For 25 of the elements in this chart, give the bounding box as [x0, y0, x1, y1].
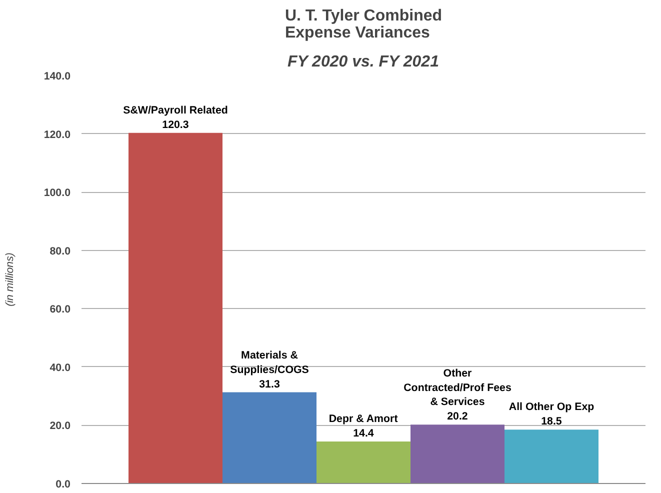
bar [222, 392, 316, 484]
bar [128, 132, 222, 484]
data-label: 14.4 [353, 428, 374, 440]
bar [504, 430, 598, 484]
data-label: 18.5 [541, 416, 562, 428]
x-tick-label: All Other Op Exp [508, 401, 595, 414]
y-axis-title: (in millions) [4, 252, 16, 306]
x-tick-label: S&W/Payroll Related [123, 104, 228, 117]
y-tick-label: 20.0 [50, 420, 71, 432]
data-label: 120.3 [162, 118, 189, 131]
y-tick-label: 80.0 [50, 245, 71, 258]
y-tick-label: 0.0 [56, 478, 71, 490]
y-tick-label: 120.0 [44, 128, 71, 141]
chart-title: U. T. Tyler Combined Expense Variances [284, 8, 442, 42]
x-tick-label: Materials & Supplies/COGS [230, 349, 309, 376]
bar [410, 424, 504, 484]
x-tick-label: Depr & Amort [328, 413, 398, 426]
y-tick-label: 40.0 [50, 362, 71, 374]
data-label: 20.2 [447, 410, 468, 423]
y-tick-label: 140.0 [44, 70, 71, 82]
bar [316, 442, 410, 484]
chart-subtitle: FY 2020 vs. FY 2021 [287, 54, 440, 70]
y-tick-label: 100.0 [44, 187, 71, 200]
data-label: 31.3 [259, 378, 280, 390]
y-tick-label: 60.0 [50, 304, 71, 316]
